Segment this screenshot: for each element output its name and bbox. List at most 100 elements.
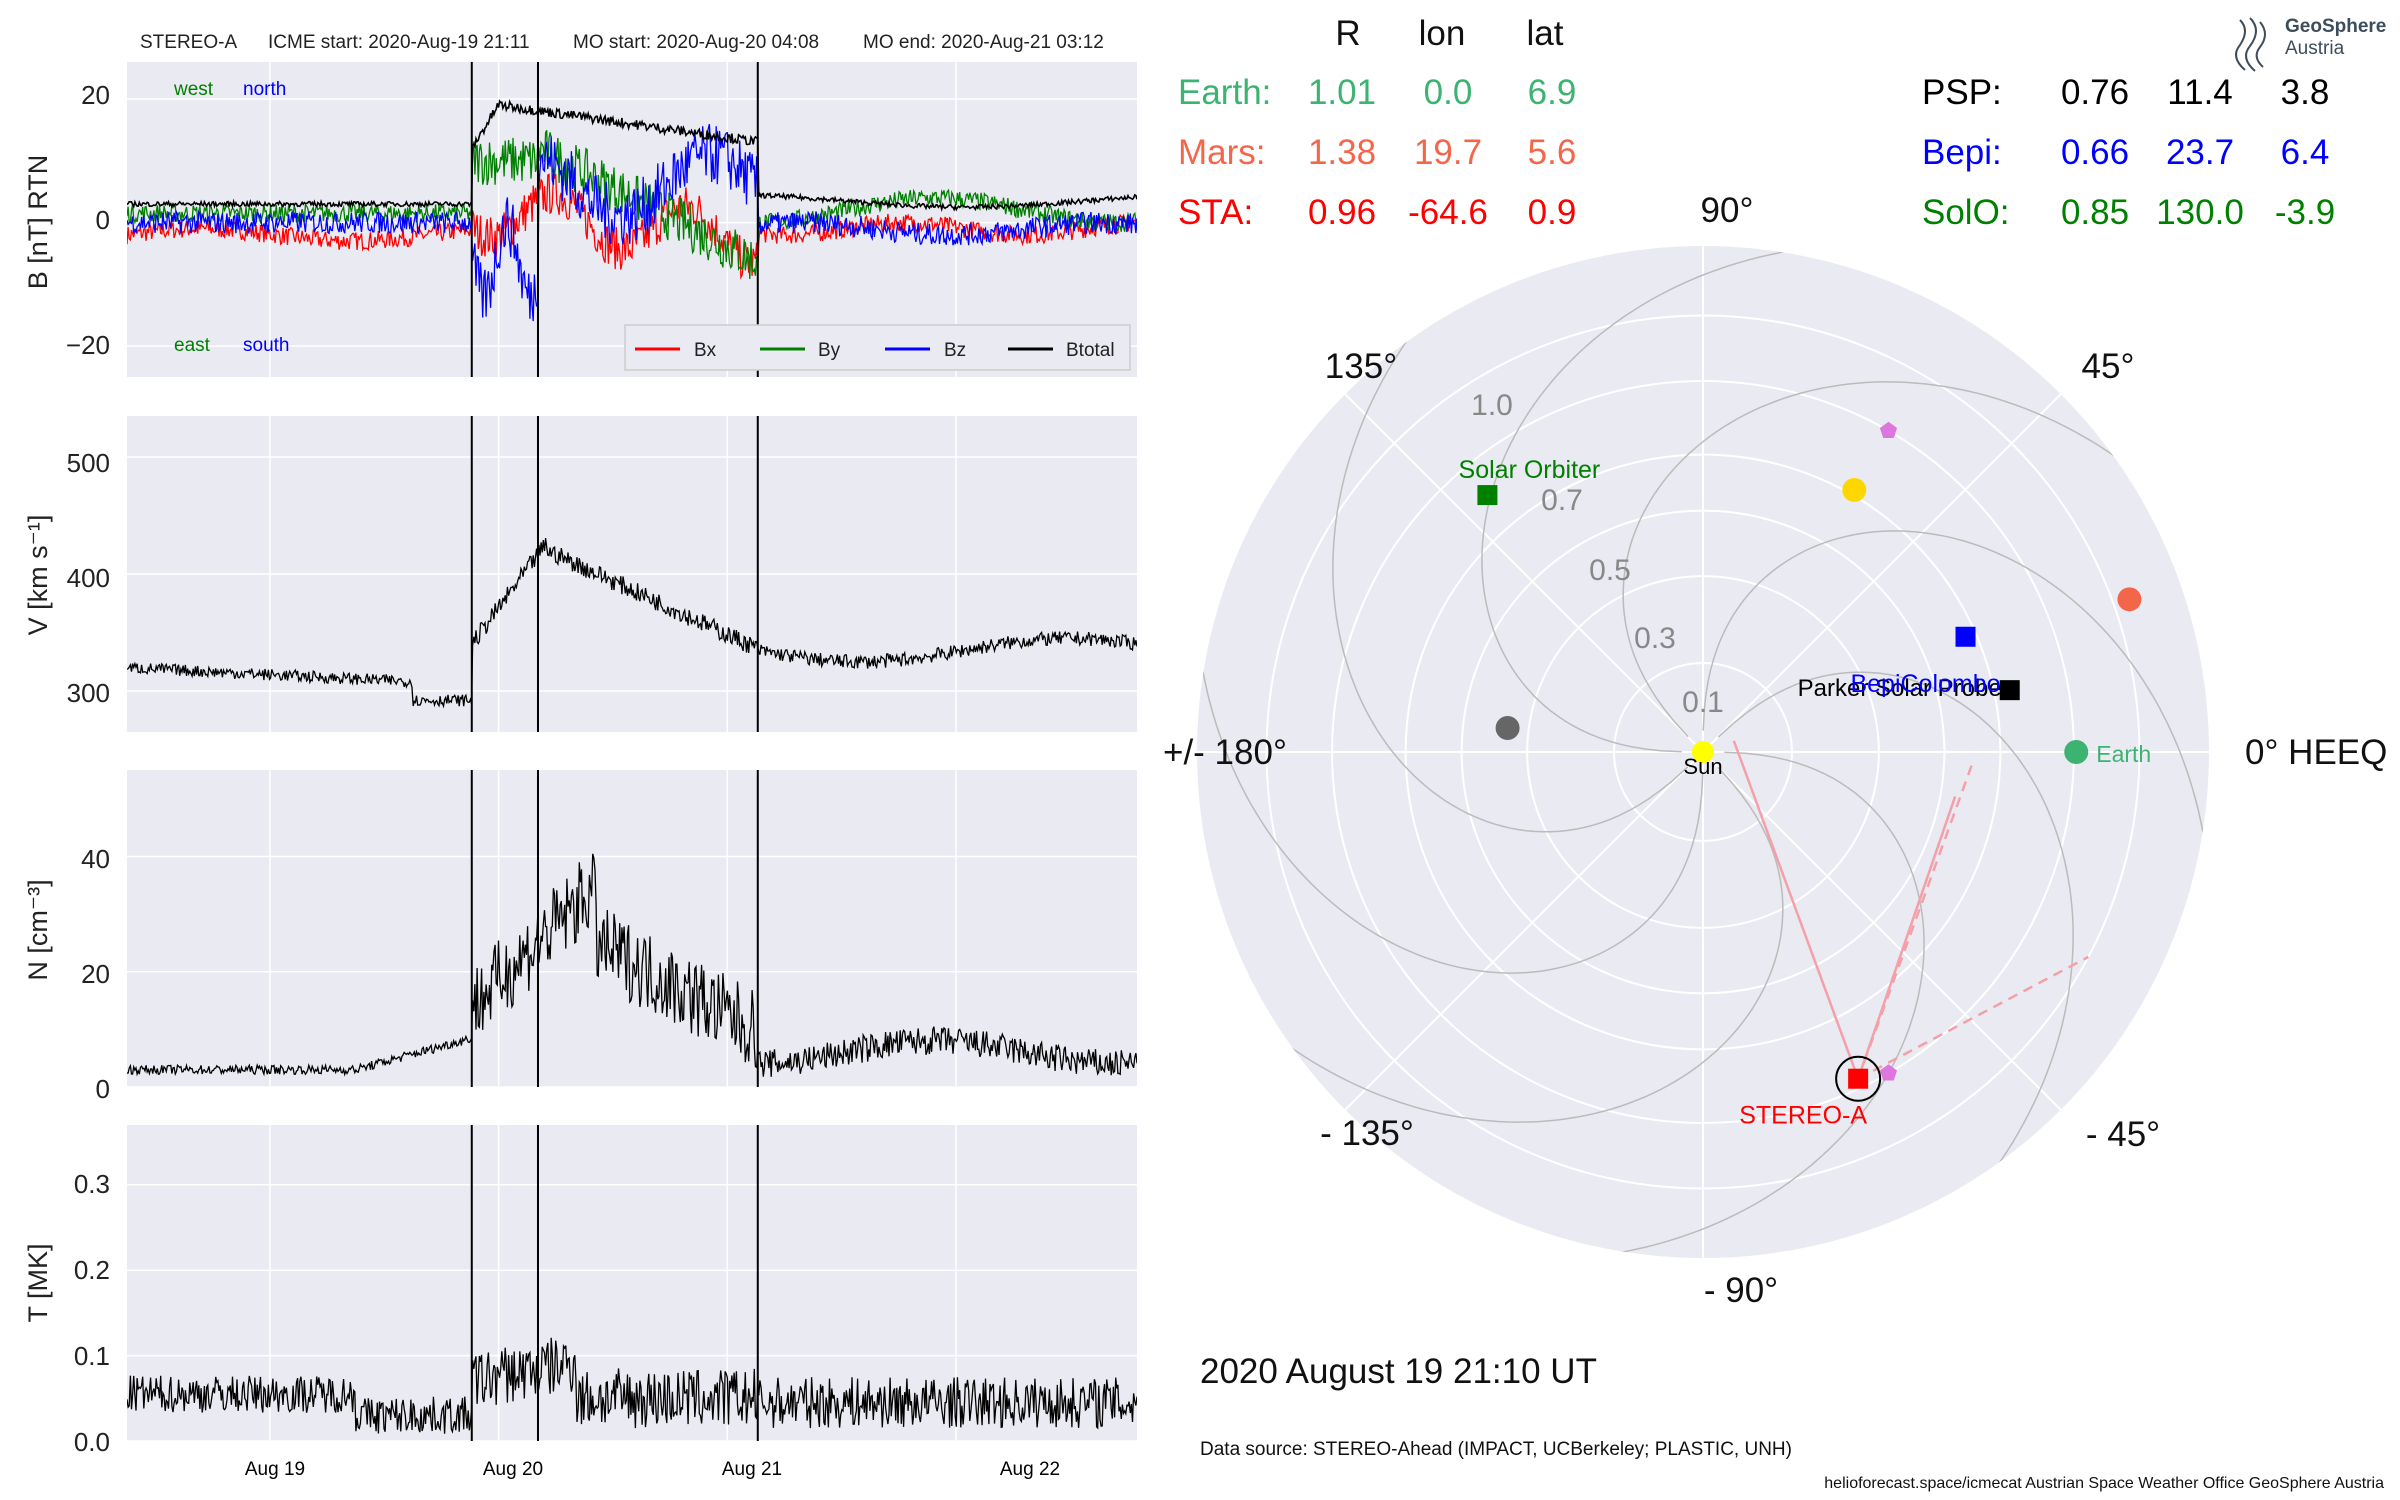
table-cell-lat: 0.9 [1528,193,1577,232]
table-header-r: R [1335,14,1360,53]
solo-marker [1477,485,1498,506]
sta-view-line [1857,955,2089,1080]
parker-spiral [1702,530,2209,912]
t-tick-label: 0.1 [74,1341,110,1371]
series-line-by [127,130,1137,280]
series-line-btotal [127,98,1137,213]
psp-marker [1999,680,2020,701]
radial-tick-label: 0.7 [1541,484,1583,517]
table-row-name: Earth: [1178,73,1271,112]
angular-gridline [1702,382,2073,753]
radial-tick-label: 0.5 [1589,554,1631,587]
polar-plot: 0.10.3 0.5 0.7 1.0 90° 45° 0° HEEQ - 45° - 90° - … [1163,191,2387,1310]
b-axis-label: B [nT] RTN [23,155,53,290]
t-tick-label: 0.3 [74,1169,110,1199]
table-cell-r: 0.76 [2061,73,2129,112]
v-tick-label: 400 [67,563,110,593]
table-cell-lat: 5.6 [1528,133,1577,172]
v-axis-label: V [km s⁻¹] [23,515,53,636]
x-tick-label: Aug 20 [483,1459,543,1480]
radial-tick-label: 0.1 [1682,686,1724,719]
geosphere-logo: GeoSphere Austria [2235,16,2386,72]
n-tick-label: 40 [81,844,110,874]
sta-view-line [1732,740,1860,1080]
table-header-lon: lon [1419,14,1466,53]
sta-ring [1835,1055,1882,1102]
table-cell-lon: 0.0 [1424,73,1473,112]
table-row-name: SolO: [1922,193,2010,232]
table-cell-r: 0.85 [2061,193,2129,232]
table-cell-lat: 6.9 [1528,73,1577,112]
mo-start-label: MO start: 2020-Aug-20 04:08 [573,32,819,53]
parker-spiral [1230,766,1784,1123]
table-row-name: STA: [1178,193,1253,232]
v-tick-label: 500 [67,448,110,478]
table-cell-lon: 19.7 [1414,133,1482,172]
table-cell-lon: 130.0 [2156,193,2244,232]
radial-tick-label: 1.0 [1471,389,1513,422]
panel-background [127,770,1137,1087]
earth-marker [2064,740,2089,764]
speed-panel [127,416,1137,732]
parker-spiral [1717,671,2074,1225]
polar-inner [1197,246,2209,1258]
radial-tick-label: 0.3 [1634,622,1676,655]
angle-tick-label: 90° [1701,191,1754,230]
parker-spiral [1622,381,2176,738]
series-group [127,853,1137,1077]
legend-label-bz: Bz [944,340,966,361]
density-panel [127,770,1137,1088]
annotation-south: south [243,335,289,356]
table-cell-r: 0.66 [2061,133,2129,172]
table-row-name: Mars: [1178,133,1266,172]
t-tick-label: 0.0 [74,1427,110,1457]
spacecraft-title: STEREO-A [140,32,237,53]
mercury-marker [1495,716,1520,741]
series-line-t [127,1337,1137,1434]
n-tick-label: 20 [81,959,110,989]
event-header: STEREO-A ICME start: 2020-Aug-19 21:11 M… [140,32,1104,53]
logo-swirl-icon [2235,17,2266,72]
l4-marker [1879,421,1897,438]
angle-tick-label: - 135° [1320,1114,1414,1153]
series-group [127,538,1137,709]
x-tick-label: Aug 22 [1000,1459,1060,1480]
mars-marker [2117,587,2142,612]
angle-tick-label: +/- 180° [1163,733,1287,772]
icme-start-label: ICME start: 2020-Aug-19 21:11 [268,32,530,53]
table-row-name: PSP: [1922,73,2002,112]
bepi-marker [1955,626,1976,647]
annotation-west: west [173,79,214,100]
table-cell-lat: 6.4 [2281,133,2330,172]
series-line-v [127,538,1137,709]
solo-label: Solar Orbiter [1459,456,1601,484]
angle-tick-label: 45° [2082,347,2135,386]
logo-line-2: Austria [2285,38,2345,59]
b-tick-label: 0 [96,205,110,235]
table-header-lat: lat [1527,14,1564,53]
psp-label: Parker Solar Probe [1798,675,2002,702]
table-cell-lat: 3.8 [2281,73,2330,112]
t-axis-label: T [MK] [23,1243,53,1322]
t-tick-label: 0.2 [74,1255,110,1285]
table-cell-lon: -64.6 [1408,193,1488,232]
l5-marker [1879,1064,1897,1081]
sta-view-line [1856,761,1975,1080]
bepi-label: BepiColombo [1850,670,2000,698]
venus-marker [1842,477,1867,502]
b-tick-label: 20 [81,80,110,110]
position-table: R lon lat [1335,14,1563,53]
angular-gridline [1333,751,1704,1122]
series-group [127,98,1137,322]
table-cell-lon: 23.7 [2166,133,2234,172]
sun-marker [1692,741,1714,763]
parker-spiral [1543,751,1925,1258]
sun-label: Sun [1683,754,1722,779]
angle-tick-label: 135° [1325,347,1397,386]
data-source: Data source: STEREO-Ahead (IMPACT, UCBer… [1200,1439,1792,1460]
x-tick-label: Aug 21 [722,1459,782,1480]
legend-label-btotal: Btotal [1066,340,1115,361]
n-tick-label: 0 [96,1074,110,1104]
